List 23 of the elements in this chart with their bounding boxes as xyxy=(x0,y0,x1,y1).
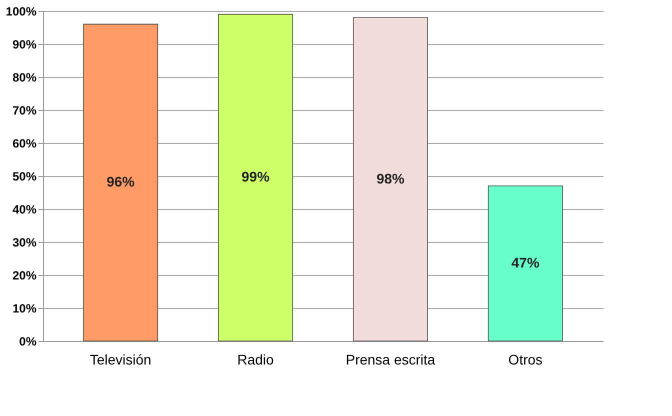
data-label: 47% xyxy=(511,254,540,270)
y-tick-label: 50% xyxy=(12,170,37,184)
x-tick-label: Radio xyxy=(237,352,274,368)
y-tick-label: 30% xyxy=(12,236,37,250)
y-tick-label: 90% xyxy=(12,38,37,52)
y-tick-label: 60% xyxy=(12,136,37,150)
y-tick-label: 40% xyxy=(12,202,37,216)
x-tick-label: Prensa escrita xyxy=(346,352,436,368)
y-tick-label: 20% xyxy=(12,268,37,282)
x-tick-label: Televisión xyxy=(90,352,152,368)
bar xyxy=(352,17,428,342)
y-tick-label: 10% xyxy=(12,302,37,316)
bar xyxy=(488,186,563,342)
data-label: 98% xyxy=(376,170,406,186)
x-tick-label: Otros xyxy=(508,352,543,368)
y-tick-label: 80% xyxy=(12,70,37,84)
data-label: 99% xyxy=(242,168,270,185)
bar xyxy=(218,14,294,342)
y-tick-label: 100% xyxy=(6,4,37,18)
data-label: 96% xyxy=(106,174,136,190)
y-tick-label: 70% xyxy=(12,104,37,118)
y-tick-label: 0% xyxy=(19,334,37,348)
bar xyxy=(83,24,158,342)
